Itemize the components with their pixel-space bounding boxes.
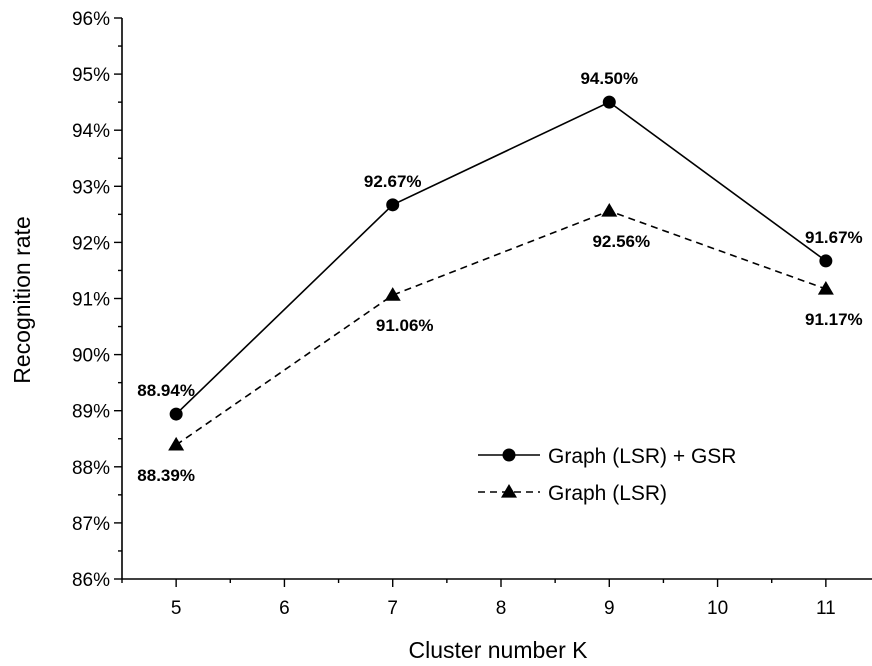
y-tick-label: 93% [72, 177, 110, 198]
x-tick-label: 9 [604, 598, 615, 619]
data-label: 91.67% [805, 228, 863, 247]
series-layer [168, 95, 834, 451]
triangle-marker [168, 436, 185, 451]
triangle-marker [384, 287, 401, 301]
data-label: 91.17% [805, 310, 863, 329]
y-tick-label: 86% [72, 570, 110, 591]
legend-label-2: Graph (LSR) [548, 482, 667, 505]
data-label: 88.94% [137, 381, 195, 400]
circle-marker [386, 198, 400, 212]
legend: Graph (LSR) + GSR Graph (LSR) [478, 445, 736, 505]
triangle-marker [601, 202, 618, 217]
legend-label-1: Graph (LSR) + GSR [548, 445, 736, 468]
data-labels: 88.94% 92.67% 94.50% 91.67% 88.39% 91.06% 92.5… [137, 69, 862, 485]
circle-marker [602, 95, 616, 109]
x-tick-label: 7 [387, 598, 398, 619]
data-label: 92.67% [364, 172, 422, 191]
x-tick-label: 8 [496, 598, 507, 619]
series-line-1 [175, 101, 827, 415]
y-tick-label: 89% [72, 402, 110, 423]
y-tick-label: 91% [72, 290, 110, 311]
y-tick-label: 95% [72, 65, 110, 86]
data-label: 91.06% [376, 316, 434, 335]
y-tick-label: 92% [72, 233, 110, 254]
series-line-2 [175, 210, 827, 446]
x-tick-label: 6 [279, 598, 290, 619]
data-label: 88.39% [137, 466, 195, 485]
x-axis: 5 6 7 8 9 10 11 [121, 579, 836, 619]
x-tick-label: 5 [171, 598, 182, 619]
x-tick-label: 11 [816, 598, 836, 619]
data-label: 94.50% [580, 69, 638, 88]
y-axis-title: Recognition rate [9, 216, 35, 384]
y-tick-label: 96% [72, 9, 110, 30]
legend-triangle-marker [501, 484, 517, 498]
circle-marker [819, 254, 833, 268]
x-axis-title: Cluster number K [409, 637, 589, 663]
circle-marker [169, 407, 183, 421]
y-tick-label: 87% [72, 514, 110, 535]
data-label: 92.56% [592, 232, 650, 251]
plot-frame [121, 18, 872, 580]
y-axis: 86% 87% 88% 89% 90% 91% 92% 93% 94% 95% 96% [72, 9, 122, 591]
y-tick-label: 90% [72, 346, 110, 367]
y-tick-label: 88% [72, 458, 110, 479]
x-tick-label: 10 [707, 598, 728, 619]
triangle-marker [817, 280, 834, 295]
legend-circle-marker [502, 448, 516, 462]
y-tick-label: 94% [72, 121, 110, 142]
